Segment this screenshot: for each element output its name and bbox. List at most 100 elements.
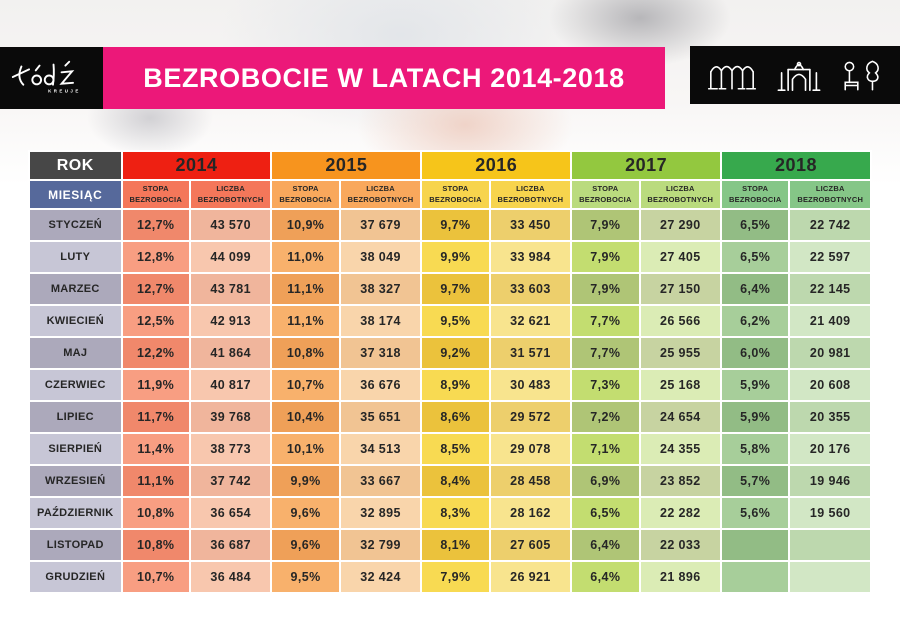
stopa-cell: 8,4% xyxy=(422,466,489,496)
liczba-cell: 25 955 xyxy=(640,338,721,368)
stopa-cell: 6,0% xyxy=(722,338,789,368)
stopa-cell: 5,9% xyxy=(722,370,789,400)
lodz-script-icon: KREUJE xyxy=(11,60,78,93)
stopa-cell: 9,5% xyxy=(422,306,489,336)
landmark-icons-box xyxy=(690,46,900,104)
park-icon xyxy=(844,60,879,91)
liczba-cell: 22 597 xyxy=(790,242,870,272)
month-cell: MAJ xyxy=(30,338,121,368)
liczba-cell: 32 799 xyxy=(340,530,421,560)
stopa-cell: 5,7% xyxy=(722,466,789,496)
liczba-cell: 33 450 xyxy=(490,210,571,240)
liczba-cell: 44 099 xyxy=(190,242,271,272)
table-row: GRUDZIEŃ 10,7% 36 484 9,5% 32 424 7,9% 26 921 6… xyxy=(30,562,870,592)
liczba-cell: 22 033 xyxy=(640,530,721,560)
liczba-cell: 37 318 xyxy=(340,338,421,368)
table-row: PAŹDZIERNIK 10,8% 36 654 9,6% 32 895 8,3% 28 1… xyxy=(30,498,870,528)
stopa-cell: 12,7% xyxy=(122,210,189,240)
liczba-cell: 34 513 xyxy=(340,434,421,464)
liczba-cell: 41 864 xyxy=(190,338,271,368)
table-row: CZERWIEC 11,9% 40 817 10,7% 36 676 8,9% 30 483… xyxy=(30,370,870,400)
month-cell: STYCZEŃ xyxy=(30,210,121,240)
liczba-cell: 43 781 xyxy=(190,274,271,304)
stopa-cell: 6,4% xyxy=(722,274,789,304)
metric-header-liczba-2018: LICZBA BEZROBOTNYCH xyxy=(790,181,870,208)
liczba-cell: 36 676 xyxy=(340,370,421,400)
stopa-cell: 9,6% xyxy=(272,530,339,560)
month-cell: CZERWIEC xyxy=(30,370,121,400)
stopa-cell: 5,9% xyxy=(722,402,789,432)
liczba-cell: 22 282 xyxy=(640,498,721,528)
table-row: LISTOPAD 10,8% 36 687 9,6% 32 799 8,1% 27 605 6… xyxy=(30,530,870,560)
year-header-row: ROK 2014 2015 2016 2017 2018 xyxy=(30,152,870,179)
table-row: MAJ 12,2% 41 864 10,8% 37 318 9,2% 31 571 7,7% 2… xyxy=(30,338,870,368)
title-banner: BEZROBOCIE W LATACH 2014-2018 xyxy=(103,47,665,109)
liczba-cell: 36 687 xyxy=(190,530,271,560)
table-row: LIPIEC 11,7% 39 768 10,4% 35 651 8,6% 29 572 7,… xyxy=(30,402,870,432)
liczba-cell: 28 458 xyxy=(490,466,571,496)
stopa-cell: 10,1% xyxy=(272,434,339,464)
liczba-cell xyxy=(790,530,870,560)
stopa-cell: 11,0% xyxy=(272,242,339,272)
stopa-cell: 7,7% xyxy=(572,338,639,368)
metric-header-row: MIESIĄC STOPA BEZROBOCIA LICZBA BEZROBOTNYC… xyxy=(30,181,870,208)
liczba-cell: 37 679 xyxy=(340,210,421,240)
metric-header-stopa-2018: STOPA BEZROBOCIA xyxy=(722,181,789,208)
liczba-cell: 31 571 xyxy=(490,338,571,368)
liczba-cell: 32 424 xyxy=(340,562,421,592)
liczba-cell: 27 405 xyxy=(640,242,721,272)
stopa-cell: 7,9% xyxy=(572,210,639,240)
lodz-logo: KREUJE xyxy=(0,47,103,109)
liczba-cell: 33 667 xyxy=(340,466,421,496)
stopa-cell: 5,6% xyxy=(722,498,789,528)
month-cell: WRZESIEŃ xyxy=(30,466,121,496)
stopa-cell: 6,4% xyxy=(572,530,639,560)
stopa-cell: 11,4% xyxy=(122,434,189,464)
liczba-cell: 25 168 xyxy=(640,370,721,400)
liczba-cell: 29 572 xyxy=(490,402,571,432)
liczba-cell: 28 162 xyxy=(490,498,571,528)
stopa-cell: 11,1% xyxy=(272,274,339,304)
stopa-cell: 8,6% xyxy=(422,402,489,432)
table-row: LUTY 12,8% 44 099 11,0% 38 049 9,9% 33 984 7,9%… xyxy=(30,242,870,272)
table-row: WRZESIEŃ 11,1% 37 742 9,9% 33 667 8,4% 28 458 6… xyxy=(30,466,870,496)
unemployment-table-wrap: ROK 2014 2015 2016 2017 2018 MIESIĄC STOPA BE… xyxy=(28,150,872,594)
metric-header-stopa-2014: STOPA BEZROBOCIA xyxy=(122,181,189,208)
viaduct-icon xyxy=(707,65,757,90)
year-header-2017: 2017 xyxy=(572,152,721,179)
stopa-cell: 7,2% xyxy=(572,402,639,432)
metric-header-stopa-2016: STOPA BEZROBOCIA xyxy=(422,181,489,208)
metric-header-liczba-2017: LICZBA BEZROBOTNYCH xyxy=(640,181,721,208)
liczba-cell: 43 570 xyxy=(190,210,271,240)
stopa-cell: 8,1% xyxy=(422,530,489,560)
liczba-cell: 32 895 xyxy=(340,498,421,528)
stopa-cell: 10,8% xyxy=(122,530,189,560)
stopa-cell: 9,7% xyxy=(422,274,489,304)
stopa-cell: 7,7% xyxy=(572,306,639,336)
page-title: BEZROBOCIE W LATACH 2014-2018 xyxy=(143,62,625,93)
liczba-cell: 30 483 xyxy=(490,370,571,400)
stopa-cell xyxy=(722,530,789,560)
year-header-2016: 2016 xyxy=(422,152,571,179)
stopa-cell xyxy=(722,562,789,592)
stopa-cell: 7,1% xyxy=(572,434,639,464)
liczba-cell: 20 176 xyxy=(790,434,870,464)
month-cell: MARZEC xyxy=(30,274,121,304)
stopa-cell: 11,7% xyxy=(122,402,189,432)
table-row: KWIECIEŃ 12,5% 42 913 11,1% 38 174 9,5% 32 621… xyxy=(30,306,870,336)
liczba-cell: 20 981 xyxy=(790,338,870,368)
table-row: MARZEC 12,7% 43 781 11,1% 38 327 9,7% 33 603 7,… xyxy=(30,274,870,304)
liczba-cell: 27 150 xyxy=(640,274,721,304)
stopa-cell: 9,2% xyxy=(422,338,489,368)
liczba-cell: 27 290 xyxy=(640,210,721,240)
stopa-cell: 7,9% xyxy=(422,562,489,592)
stopa-cell: 10,7% xyxy=(272,370,339,400)
stopa-cell: 9,9% xyxy=(422,242,489,272)
stopa-cell: 6,5% xyxy=(722,242,789,272)
liczba-cell: 26 921 xyxy=(490,562,571,592)
stopa-cell: 12,5% xyxy=(122,306,189,336)
stopa-cell: 9,9% xyxy=(272,466,339,496)
month-cell: SIERPIEŃ xyxy=(30,434,121,464)
metric-header-liczba-2016: LICZBA BEZROBOTNYCH xyxy=(490,181,571,208)
